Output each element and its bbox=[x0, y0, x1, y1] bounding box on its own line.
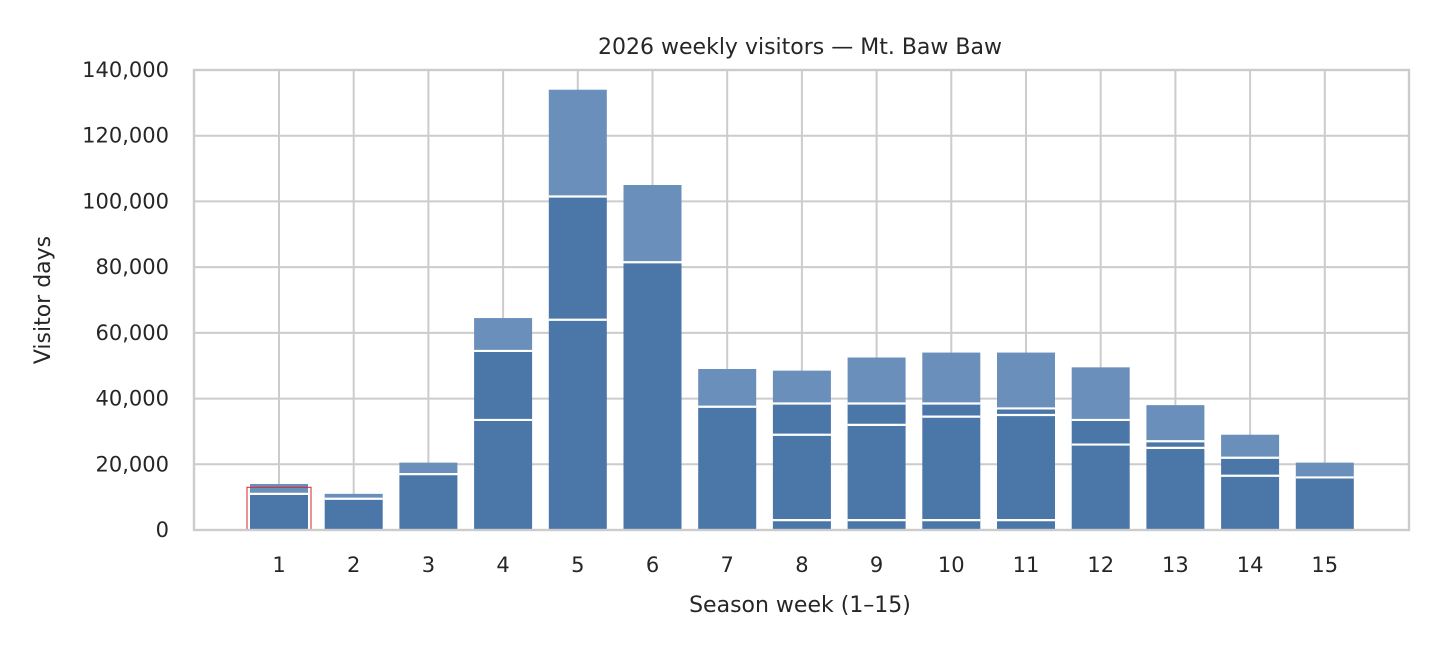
bar-segment bbox=[250, 493, 308, 530]
bar-segment bbox=[772, 403, 831, 530]
bar-week-3 bbox=[399, 462, 458, 530]
bar-top-segment bbox=[1221, 434, 1280, 458]
bar-week-10 bbox=[922, 352, 981, 530]
y-axis-label: Visitor days bbox=[31, 236, 56, 364]
bar-top-segment bbox=[1071, 367, 1130, 420]
bar-top-segment bbox=[324, 493, 383, 499]
bar-week-15 bbox=[1295, 462, 1354, 530]
x-tick-label: 12 bbox=[1087, 553, 1114, 577]
bar-week-14 bbox=[1221, 434, 1280, 530]
x-tick-label: 8 bbox=[795, 553, 808, 577]
bar-segment bbox=[1146, 441, 1205, 530]
bar-segment bbox=[997, 408, 1055, 530]
x-tick-label: 5 bbox=[571, 553, 584, 577]
x-axis-ticks: 1 2 3 4 5 6 7 8 9 10 11 12 13 14 15 bbox=[272, 553, 1338, 577]
bar-week-8 bbox=[772, 370, 831, 530]
bar-segment bbox=[548, 196, 607, 530]
x-tick-label: 9 bbox=[870, 553, 883, 577]
bar-top-segment bbox=[1295, 462, 1354, 478]
y-tick-label: 0 bbox=[156, 518, 169, 542]
bar-segment bbox=[474, 350, 533, 530]
bar-segment bbox=[1295, 477, 1354, 530]
bar-segment bbox=[698, 406, 757, 530]
bar-week-12 bbox=[1071, 367, 1130, 530]
x-tick-label: 7 bbox=[721, 553, 734, 577]
bar-segment bbox=[623, 262, 682, 530]
bar-top-segment bbox=[399, 462, 458, 475]
y-tick-label: 120,000 bbox=[82, 124, 169, 148]
bar-week-1 bbox=[246, 484, 312, 531]
bar-top-segment bbox=[997, 352, 1055, 409]
x-tick-label: 10 bbox=[938, 553, 965, 577]
plot-frame bbox=[192, 68, 1411, 532]
x-tick-label: 1 bbox=[272, 553, 285, 577]
bar-top-segment bbox=[698, 369, 757, 407]
bar-week-4 bbox=[474, 318, 533, 530]
y-tick-label: 80,000 bbox=[96, 255, 169, 279]
bar-week-5 bbox=[548, 89, 607, 530]
bar-top-segment bbox=[250, 484, 308, 494]
chart-title: 2026 weekly visitors — Mt. Baw Baw bbox=[598, 35, 1002, 60]
bar-week-13 bbox=[1146, 405, 1205, 530]
x-tick-label: 4 bbox=[496, 553, 509, 577]
x-tick-label: 14 bbox=[1237, 553, 1264, 577]
bar-week-2 bbox=[324, 493, 383, 530]
bar-top-segment bbox=[474, 318, 533, 351]
x-tick-label: 11 bbox=[1013, 553, 1040, 577]
bar-segment bbox=[399, 474, 458, 530]
bars bbox=[246, 89, 1354, 531]
bar-segment bbox=[1071, 419, 1130, 530]
x-tick-label: 15 bbox=[1311, 553, 1338, 577]
x-tick-label: 3 bbox=[422, 553, 435, 577]
y-tick-label: 60,000 bbox=[96, 321, 169, 345]
x-axis-label: Season week (1–15) bbox=[689, 593, 911, 618]
bar-segment bbox=[324, 498, 383, 530]
bar-top-segment bbox=[772, 370, 831, 404]
x-tick-label: 13 bbox=[1162, 553, 1189, 577]
y-tick-label: 20,000 bbox=[96, 452, 169, 476]
x-tick-label: 2 bbox=[347, 553, 360, 577]
bar-top-segment bbox=[1146, 405, 1205, 442]
x-tick-label: 6 bbox=[646, 553, 659, 577]
y-tick-label: 140,000 bbox=[82, 58, 169, 82]
bar-segment bbox=[847, 403, 906, 530]
y-tick-label: 40,000 bbox=[96, 387, 169, 411]
bar-week-6 bbox=[623, 185, 682, 530]
bar-week-9 bbox=[847, 357, 906, 530]
bar-top-segment bbox=[623, 185, 682, 263]
y-tick-label: 100,000 bbox=[82, 189, 169, 213]
bar-week-7 bbox=[698, 369, 757, 530]
bar-week-11 bbox=[997, 352, 1055, 530]
y-axis-ticks: 0 20,000 40,000 60,000 80,000 100,000 120,000 1… bbox=[82, 58, 169, 542]
bar-segment bbox=[1221, 457, 1280, 530]
bar-top-segment bbox=[548, 89, 607, 197]
bar-top-segment bbox=[847, 357, 906, 404]
bar-segment bbox=[922, 403, 981, 530]
bar-top-segment bbox=[922, 352, 981, 404]
